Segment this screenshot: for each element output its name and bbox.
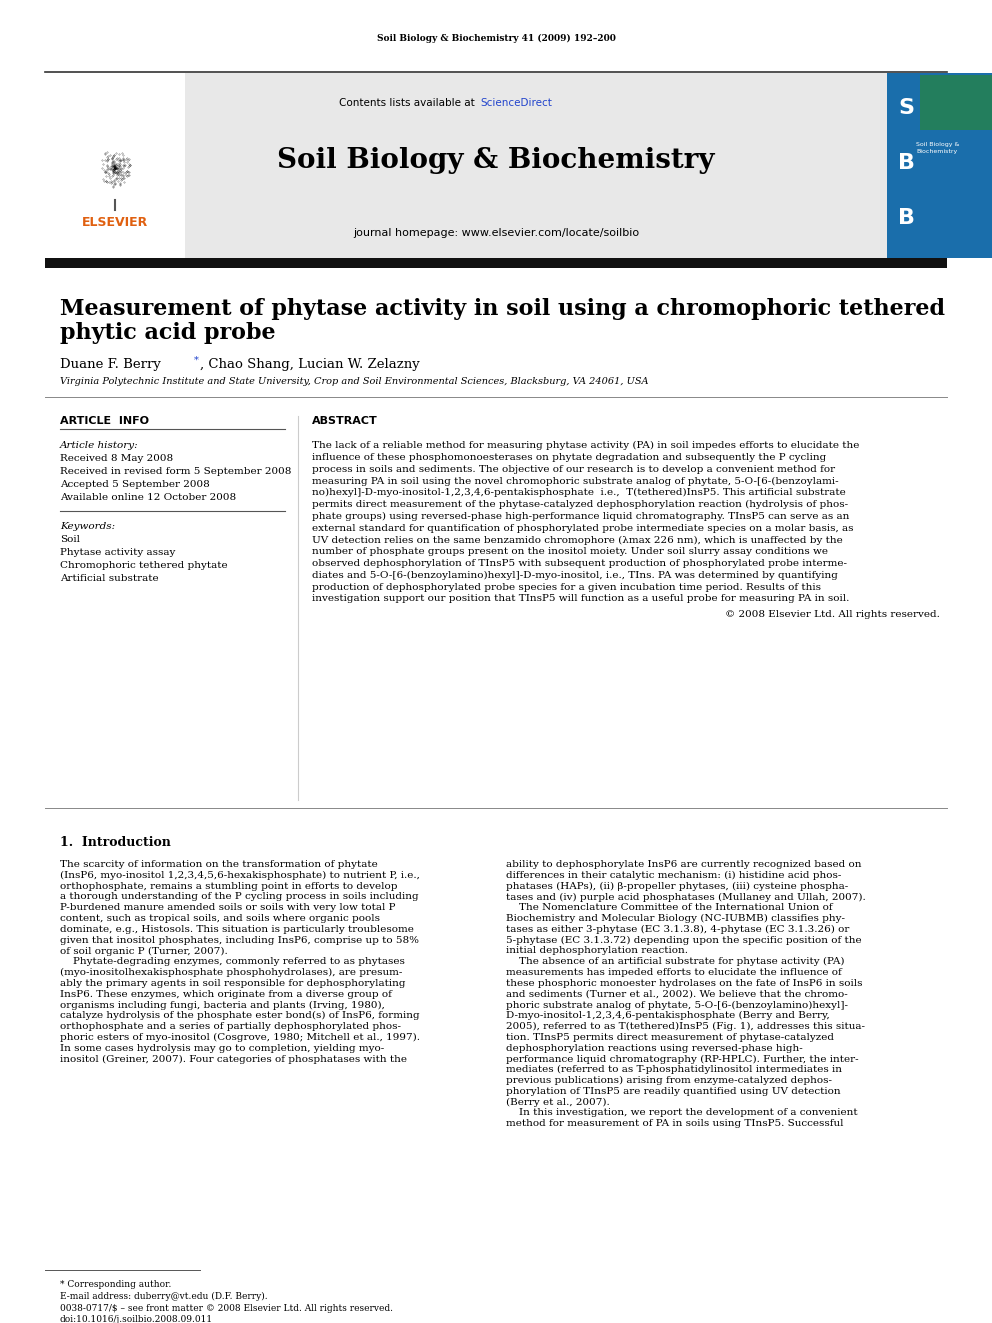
- Text: Keywords:: Keywords:: [60, 523, 115, 531]
- Text: 2005), referred to as T(tethered)InsP5 (Fig. 1), addresses this situa-: 2005), referred to as T(tethered)InsP5 (…: [506, 1021, 865, 1031]
- Text: (Berry et al., 2007).: (Berry et al., 2007).: [506, 1098, 610, 1107]
- Text: © 2008 Elsevier Ltd. All rights reserved.: © 2008 Elsevier Ltd. All rights reserved…: [725, 610, 940, 619]
- Text: phorylation of TInsP5 are readily quantified using UV detection: phorylation of TInsP5 are readily quanti…: [506, 1086, 840, 1095]
- Text: orthophosphate and a series of partially dephosphorylated phos-: orthophosphate and a series of partially…: [60, 1021, 401, 1031]
- Text: previous publications) arising from enzyme-catalyzed dephos-: previous publications) arising from enzy…: [506, 1076, 832, 1085]
- Text: ability to dephosphorylate InsP6 are currently recognized based on: ability to dephosphorylate InsP6 are cur…: [506, 860, 861, 869]
- Text: Article history:: Article history:: [60, 441, 139, 450]
- Text: 0038-0717/$ – see front matter © 2008 Elsevier Ltd. All rights reserved.: 0038-0717/$ – see front matter © 2008 El…: [60, 1304, 393, 1312]
- Text: these phosphoric monoester hydrolases on the fate of InsP6 in soils: these phosphoric monoester hydrolases on…: [506, 979, 862, 988]
- Text: Received 8 May 2008: Received 8 May 2008: [60, 454, 174, 463]
- Text: a thorough understanding of the P cycling process in soils including: a thorough understanding of the P cyclin…: [60, 893, 419, 901]
- Text: dephosphorylation reactions using reversed-phase high-: dephosphorylation reactions using revers…: [506, 1044, 803, 1053]
- Text: tion. TInsP5 permits direct measurement of phytase-catalyzed: tion. TInsP5 permits direct measurement …: [506, 1033, 834, 1041]
- Text: In this investigation, we report the development of a convenient: In this investigation, we report the dev…: [506, 1109, 858, 1118]
- Text: InsP6. These enzymes, which originate from a diverse group of: InsP6. These enzymes, which originate fr…: [60, 990, 392, 999]
- Text: influence of these phosphomonoesterases on phytate degradation and subsequently : influence of these phosphomonoesterases …: [312, 452, 826, 462]
- Text: phatases (HAPs), (ii) β-propeller phytases, (iii) cysteine phospha-: phatases (HAPs), (ii) β-propeller phytas…: [506, 881, 848, 890]
- Text: measurements has impeded efforts to elucidate the influence of: measurements has impeded efforts to eluc…: [506, 968, 842, 976]
- Text: tases and (iv) purple acid phosphatases (Mullaney and Ullah, 2007).: tases and (iv) purple acid phosphatases …: [506, 893, 866, 901]
- Bar: [45, 258, 947, 269]
- Text: Soil Biology & Biochemistry: Soil Biology & Biochemistry: [277, 147, 715, 173]
- Text: method for measurement of PA in soils using TInsP5. Successful: method for measurement of PA in soils us…: [506, 1119, 843, 1129]
- Text: Soil Biology & Biochemistry 41 (2009) 192–200: Soil Biology & Biochemistry 41 (2009) 19…: [377, 33, 615, 42]
- Text: tases as either 3-phytase (EC 3.1.3.8), 4-phytase (EC 3.1.3.26) or: tases as either 3-phytase (EC 3.1.3.8), …: [506, 925, 849, 934]
- Bar: [45, 73, 185, 258]
- Text: dominate, e.g., Histosols. This situation is particularly troublesome: dominate, e.g., Histosols. This situatio…: [60, 925, 414, 934]
- Text: permits direct measurement of the phytase-catalyzed dephosphorylation reaction (: permits direct measurement of the phytas…: [312, 500, 848, 509]
- Text: process in soils and sediments. The objective of our research is to develop a co: process in soils and sediments. The obje…: [312, 464, 835, 474]
- Text: * Corresponding author.: * Corresponding author.: [60, 1279, 172, 1289]
- Text: P-burdened manure amended soils or soils with very low total P: P-burdened manure amended soils or soils…: [60, 904, 396, 912]
- Text: Available online 12 October 2008: Available online 12 October 2008: [60, 493, 236, 501]
- Text: journal homepage: www.elsevier.com/locate/soilbio: journal homepage: www.elsevier.com/locat…: [353, 228, 639, 238]
- Text: production of dephosphorylated probe species for a given incubation time period.: production of dephosphorylated probe spe…: [312, 582, 821, 591]
- Text: , Chao Shang, Lucian W. Zelazny: , Chao Shang, Lucian W. Zelazny: [200, 359, 420, 370]
- Text: of soil organic P (Turner, 2007).: of soil organic P (Turner, 2007).: [60, 946, 228, 955]
- Text: (InsP6, myo-inositol 1,2,3,4,5,6-hexakisphosphate) to nutrient P, i.e.,: (InsP6, myo-inositol 1,2,3,4,5,6-hexakis…: [60, 871, 420, 880]
- Text: Contents lists available at: Contents lists available at: [339, 98, 478, 108]
- Text: phoric esters of myo-inositol (Cosgrove, 1980; Mitchell et al., 1997).: phoric esters of myo-inositol (Cosgrove,…: [60, 1033, 420, 1043]
- Text: mediates (referred to as T-phosphatidylinositol intermediates in: mediates (referred to as T-phosphatidyli…: [506, 1065, 842, 1074]
- Text: initial dephosphorylation reaction.: initial dephosphorylation reaction.: [506, 946, 688, 955]
- Text: ARTICLE  INFO: ARTICLE INFO: [60, 415, 149, 426]
- Bar: [45, 73, 947, 258]
- Text: The Nomenclature Committee of the International Union of: The Nomenclature Committee of the Intern…: [506, 904, 832, 912]
- Text: Soil Biology &
Biochemistry: Soil Biology & Biochemistry: [916, 143, 959, 153]
- Text: D-myo-inositol-1,2,3,4,6-pentakisphosphate (Berry and Berry,: D-myo-inositol-1,2,3,4,6-pentakisphospha…: [506, 1011, 829, 1020]
- Text: Duane F. Berry: Duane F. Berry: [60, 359, 161, 370]
- Text: given that inositol phosphates, including InsP6, comprise up to 58%: given that inositol phosphates, includin…: [60, 935, 419, 945]
- Bar: [887, 73, 992, 258]
- Text: ABSTRACT: ABSTRACT: [312, 415, 378, 426]
- Text: UV detection relies on the same benzamido chromophore (λmax 226 nm), which is un: UV detection relies on the same benzamid…: [312, 536, 843, 545]
- Text: catalyze hydrolysis of the phosphate ester bond(s) of InsP6, forming: catalyze hydrolysis of the phosphate est…: [60, 1011, 420, 1020]
- Text: The lack of a reliable method for measuring phytase activity (PA) in soil impede: The lack of a reliable method for measur…: [312, 441, 859, 450]
- Text: Virginia Polytechnic Institute and State University, Crop and Soil Environmental: Virginia Polytechnic Institute and State…: [60, 377, 649, 386]
- Text: measuring PA in soil using the novel chromophoric substrate analog of phytate, 5: measuring PA in soil using the novel chr…: [312, 476, 838, 486]
- Bar: [920, 75, 992, 130]
- Text: Received in revised form 5 September 2008: Received in revised form 5 September 200…: [60, 467, 292, 476]
- Text: *: *: [194, 356, 198, 365]
- Text: In some cases hydrolysis may go to completion, yielding myo-: In some cases hydrolysis may go to compl…: [60, 1044, 384, 1053]
- Text: diates and 5-O-[6-(benzoylamino)hexyl]-D-myo-inositol, i.e., TIns. PA was determ: diates and 5-O-[6-(benzoylamino)hexyl]-D…: [312, 570, 838, 579]
- Text: phate groups) using reversed-phase high-performance liquid chromatography. TInsP: phate groups) using reversed-phase high-…: [312, 512, 849, 521]
- Text: E-mail address: duberry@vt.edu (D.F. Berry).: E-mail address: duberry@vt.edu (D.F. Ber…: [60, 1293, 268, 1301]
- Text: and sediments (Turner et al., 2002). We believe that the chromo-: and sediments (Turner et al., 2002). We …: [506, 990, 848, 999]
- Text: Measurement of phytase activity in soil using a chromophoric tethered: Measurement of phytase activity in soil …: [60, 298, 945, 320]
- Text: phoric substrate analog of phytate, 5-O-[6-(benzoylamino)hexyl]-: phoric substrate analog of phytate, 5-O-…: [506, 1000, 848, 1009]
- Text: number of phosphate groups present on the inositol moiety. Under soil slurry ass: number of phosphate groups present on th…: [312, 548, 828, 556]
- Text: orthophosphate, remains a stumbling point in efforts to develop: orthophosphate, remains a stumbling poin…: [60, 881, 398, 890]
- Text: organisms including fungi, bacteria and plants (Irving, 1980),: organisms including fungi, bacteria and …: [60, 1000, 385, 1009]
- Text: The scarcity of information on the transformation of phytate: The scarcity of information on the trans…: [60, 860, 378, 869]
- Text: 5-phytase (EC 3.1.3.72) depending upon the specific position of the: 5-phytase (EC 3.1.3.72) depending upon t…: [506, 935, 862, 945]
- Text: content, such as tropical soils, and soils where organic pools: content, such as tropical soils, and soi…: [60, 914, 380, 923]
- Text: Biochemistry and Molecular Biology (NC-IUBMB) classifies phy-: Biochemistry and Molecular Biology (NC-I…: [506, 914, 845, 923]
- Text: phytic acid probe: phytic acid probe: [60, 321, 276, 344]
- Text: Accepted 5 September 2008: Accepted 5 September 2008: [60, 480, 209, 490]
- Text: 1.  Introduction: 1. Introduction: [60, 836, 171, 849]
- Text: investigation support our position that TInsP5 will function as a useful probe f: investigation support our position that …: [312, 594, 849, 603]
- Text: S: S: [898, 98, 914, 118]
- Text: ELSEVIER: ELSEVIER: [82, 217, 148, 229]
- Text: external standard for quantification of phosphorylated probe intermediate specie: external standard for quantification of …: [312, 524, 853, 533]
- Text: Artificial substrate: Artificial substrate: [60, 574, 159, 583]
- Text: observed dephosphorylation of TInsP5 with subsequent production of phosphorylate: observed dephosphorylation of TInsP5 wit…: [312, 560, 847, 568]
- Text: doi:10.1016/j.soilbio.2008.09.011: doi:10.1016/j.soilbio.2008.09.011: [60, 1315, 213, 1323]
- Text: ScienceDirect: ScienceDirect: [480, 98, 552, 108]
- Text: differences in their catalytic mechanism: (i) histidine acid phos-: differences in their catalytic mechanism…: [506, 871, 841, 880]
- Text: performance liquid chromatography (RP-HPLC). Further, the inter-: performance liquid chromatography (RP-HP…: [506, 1054, 859, 1064]
- Text: Chromophoric tethered phytate: Chromophoric tethered phytate: [60, 561, 227, 570]
- Text: Phytase activity assay: Phytase activity assay: [60, 548, 176, 557]
- Text: The absence of an artificial substrate for phytase activity (PA): The absence of an artificial substrate f…: [506, 958, 844, 966]
- Text: B: B: [898, 208, 915, 228]
- Text: B: B: [898, 153, 915, 173]
- Text: Soil: Soil: [60, 534, 80, 544]
- Text: (myo-inositolhexakisphosphate phosphohydrolases), are presum-: (myo-inositolhexakisphosphate phosphohyd…: [60, 968, 403, 978]
- Text: inositol (Greiner, 2007). Four categories of phosphatases with the: inositol (Greiner, 2007). Four categorie…: [60, 1054, 407, 1064]
- Text: ably the primary agents in soil responsible for dephosphorylating: ably the primary agents in soil responsi…: [60, 979, 406, 988]
- Text: Phytate-degrading enzymes, commonly referred to as phytases: Phytate-degrading enzymes, commonly refe…: [60, 958, 405, 966]
- Text: no)hexyl]-D-myo-inositol-1,2,3,4,6-pentakisphosphate  i.e.,  T(tethered)InsP5. T: no)hexyl]-D-myo-inositol-1,2,3,4,6-penta…: [312, 488, 846, 497]
